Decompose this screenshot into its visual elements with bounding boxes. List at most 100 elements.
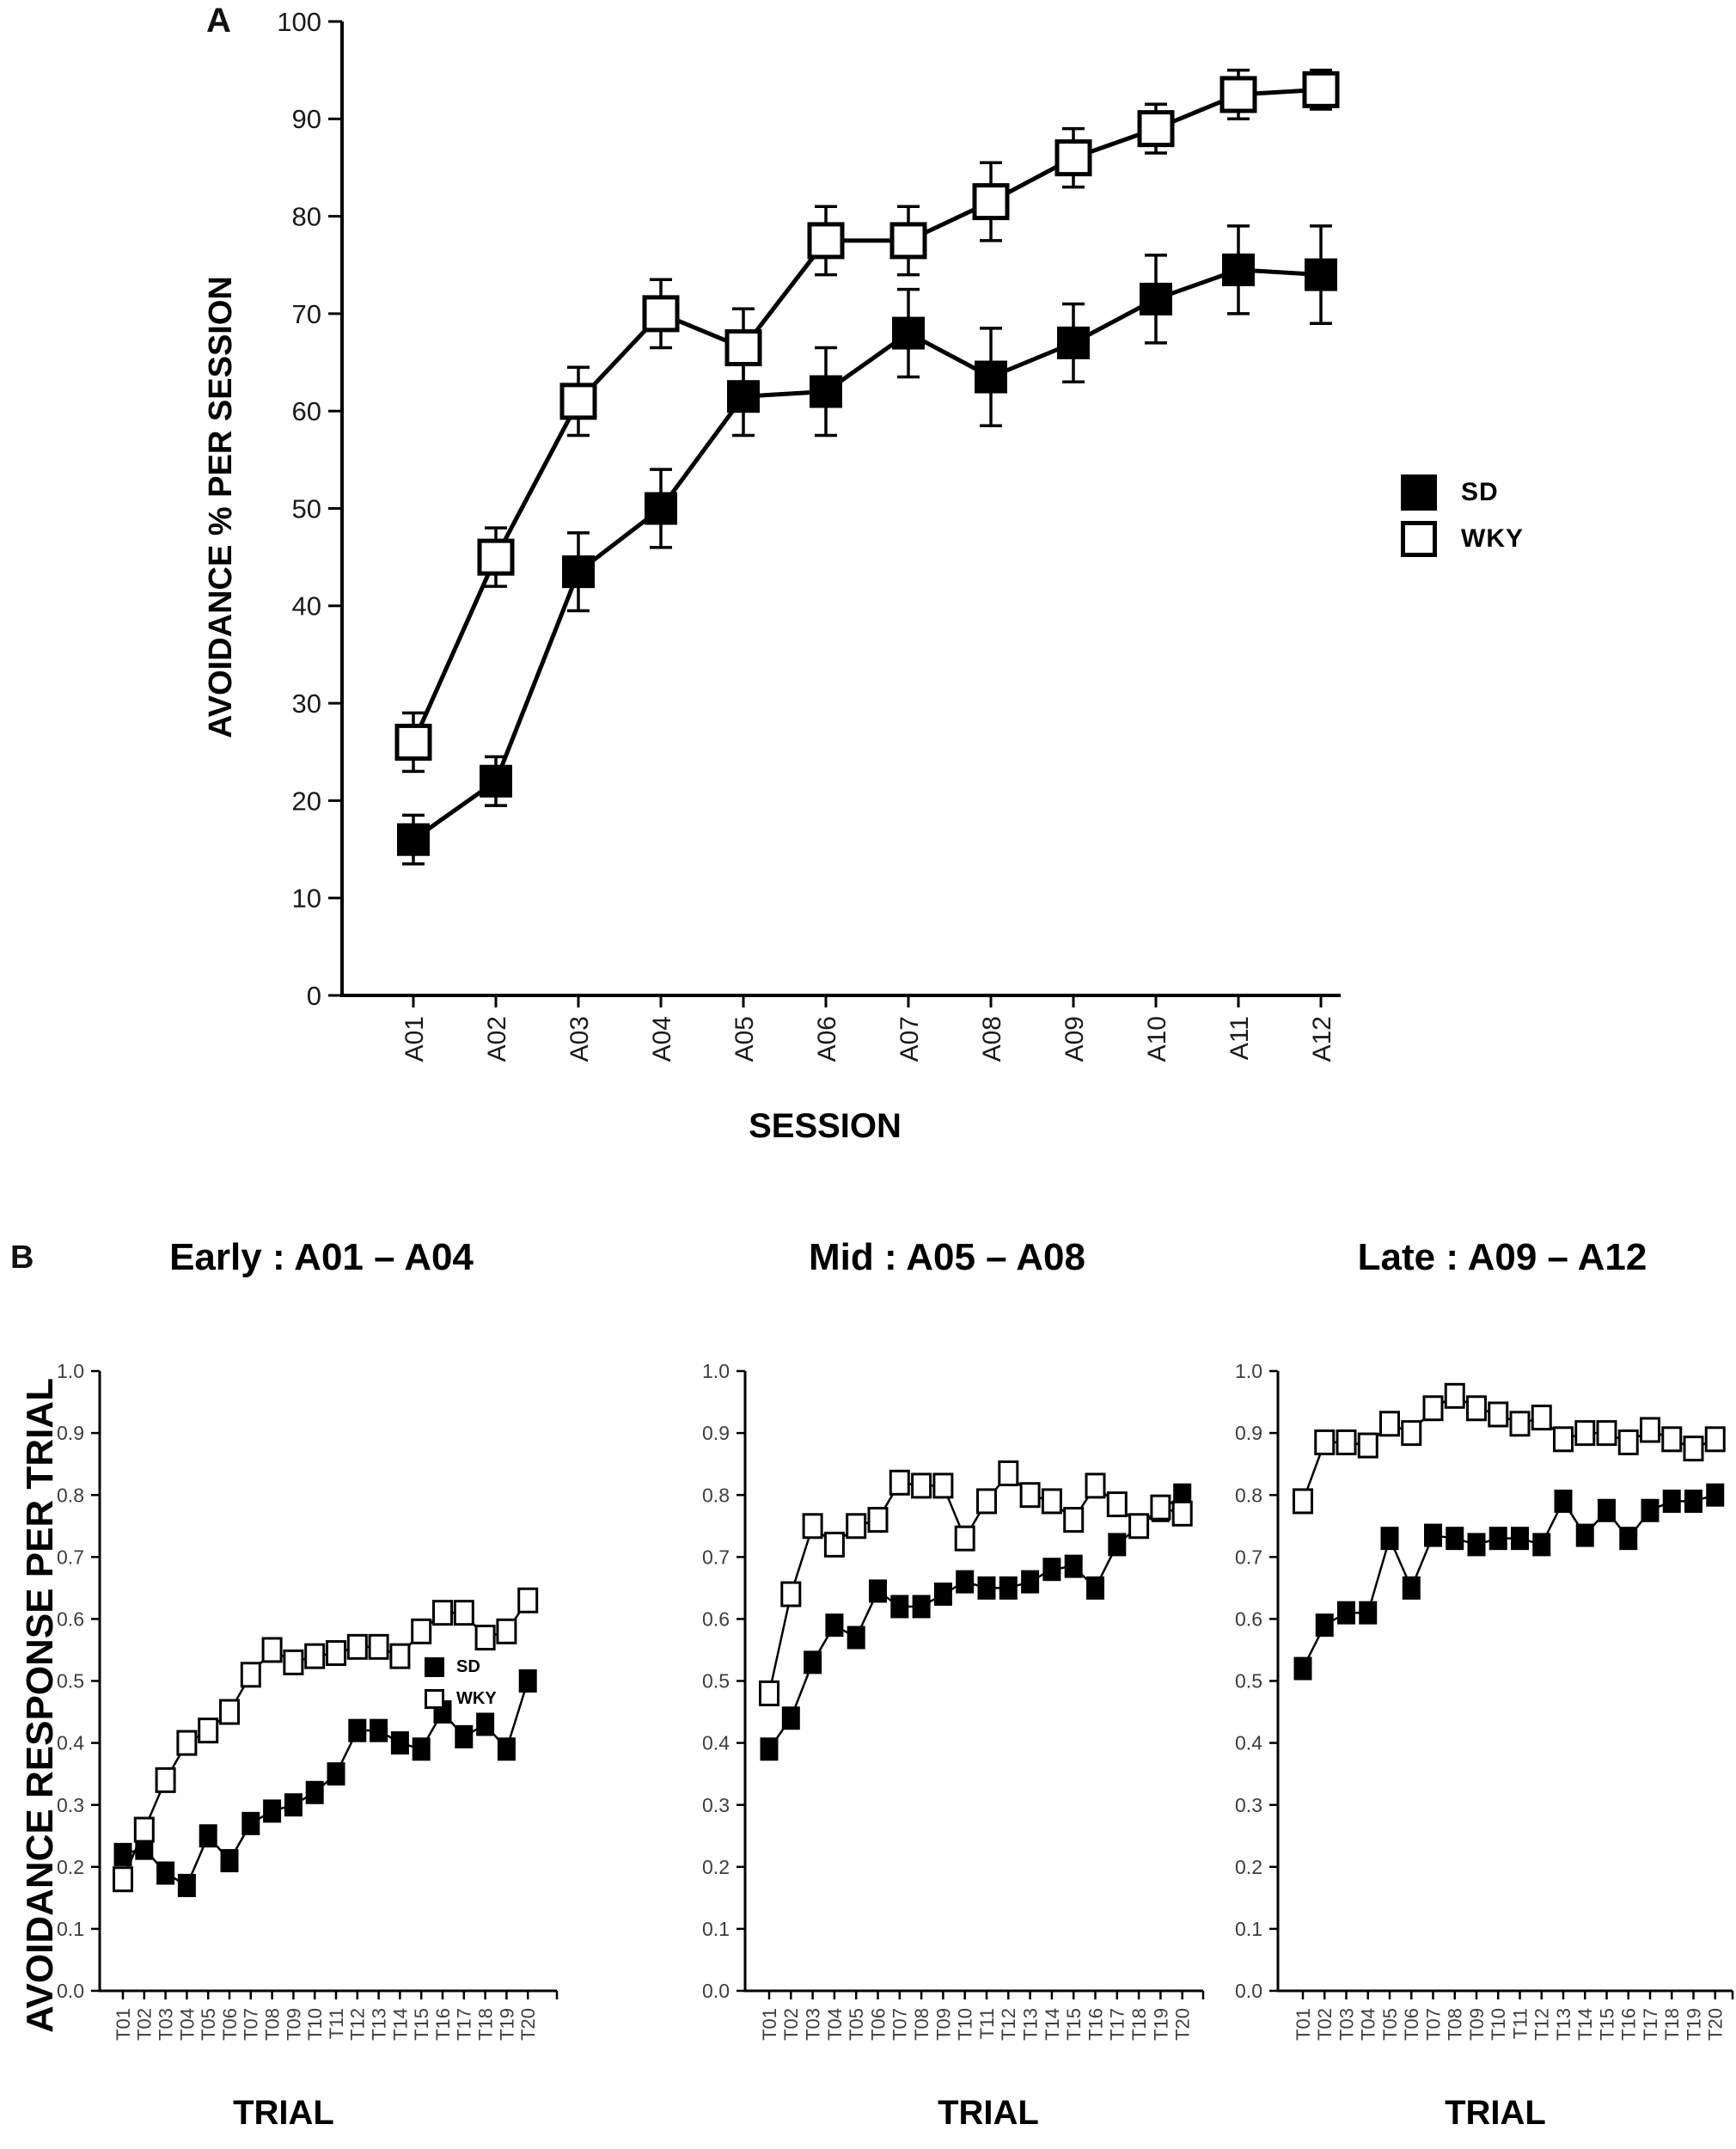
svg-text:T20: T20 xyxy=(1705,2008,1727,2041)
svg-text:0.1: 0.1 xyxy=(1235,1918,1262,1940)
panel-b-legend: SD WKY xyxy=(425,1657,497,1721)
svg-text:T08: T08 xyxy=(1445,2008,1466,2041)
svg-text:80: 80 xyxy=(292,201,321,231)
svg-text:T10: T10 xyxy=(1488,2008,1509,2041)
svg-text:T18: T18 xyxy=(475,2008,497,2041)
svg-text:0.8: 0.8 xyxy=(702,1484,730,1506)
svg-text:0.6: 0.6 xyxy=(57,1607,84,1630)
svg-text:0.3: 0.3 xyxy=(1235,1794,1262,1816)
chart-title-mid: Mid : A05 – A08 xyxy=(809,1236,1085,1278)
trial-axis-label-mid: TRIAL xyxy=(938,2094,1039,2132)
panel-b-y-axis-label: AVOIDANCE RESPONSE PER TRIAL xyxy=(19,1378,61,2033)
svg-text:0.4: 0.4 xyxy=(1235,1732,1262,1754)
panel-a-label: A xyxy=(206,2,231,40)
legend-row-sd-b: SD xyxy=(425,1657,497,1677)
svg-text:T02: T02 xyxy=(1314,2008,1336,2041)
svg-text:1.0: 1.0 xyxy=(1235,1360,1262,1382)
svg-text:T03: T03 xyxy=(156,2008,177,2041)
svg-text:A05: A05 xyxy=(730,1016,759,1062)
wky-open-square-icon xyxy=(425,1689,444,1709)
svg-text:0.6: 0.6 xyxy=(1235,1607,1262,1630)
svg-text:T17: T17 xyxy=(1107,2008,1128,2041)
legend-row-wky: WKY xyxy=(1401,521,1524,557)
svg-text:T01: T01 xyxy=(113,2008,134,2041)
svg-text:40: 40 xyxy=(292,591,321,621)
svg-text:0.7: 0.7 xyxy=(702,1546,730,1568)
svg-text:A10: A10 xyxy=(1143,1016,1171,1062)
svg-text:T12: T12 xyxy=(1531,2008,1553,2041)
svg-text:T07: T07 xyxy=(241,2008,262,2041)
svg-text:A06: A06 xyxy=(813,1016,841,1062)
svg-text:0.9: 0.9 xyxy=(702,1422,730,1444)
svg-text:T18: T18 xyxy=(1128,2008,1150,2041)
svg-text:T04: T04 xyxy=(1358,2008,1379,2041)
svg-text:T01: T01 xyxy=(1293,2008,1314,2041)
sd-filled-square-icon xyxy=(1401,474,1437,511)
svg-text:T06: T06 xyxy=(867,2008,889,2041)
chart-title-early: Early : A01 – A04 xyxy=(169,1236,474,1278)
trial-axis-label-late: TRIAL xyxy=(1445,2094,1546,2132)
svg-text:T16: T16 xyxy=(1618,2008,1640,2041)
svg-text:A04: A04 xyxy=(648,1016,676,1062)
svg-text:T13: T13 xyxy=(1020,2008,1042,2041)
svg-text:T12: T12 xyxy=(347,2008,369,2041)
svg-text:T04: T04 xyxy=(176,2008,198,2041)
svg-text:60: 60 xyxy=(292,396,321,426)
panel-b-label: B xyxy=(10,1240,34,1276)
svg-text:T09: T09 xyxy=(1466,2008,1488,2041)
svg-text:T05: T05 xyxy=(846,2008,867,2041)
svg-text:0: 0 xyxy=(307,981,321,1011)
svg-text:A11: A11 xyxy=(1226,1016,1254,1060)
svg-text:T15: T15 xyxy=(1596,2008,1617,2041)
svg-text:0.0: 0.0 xyxy=(702,1980,730,2002)
svg-text:A08: A08 xyxy=(978,1016,1006,1062)
svg-text:T07: T07 xyxy=(889,2008,911,2041)
svg-text:20: 20 xyxy=(292,786,321,816)
legend-label-wky: WKY xyxy=(1461,524,1524,553)
svg-text:0.2: 0.2 xyxy=(1235,1856,1262,1878)
svg-text:T09: T09 xyxy=(932,2008,954,2041)
svg-text:0.5: 0.5 xyxy=(57,1670,84,1693)
svg-text:30: 30 xyxy=(292,689,321,719)
svg-text:T03: T03 xyxy=(1336,2008,1357,2041)
svg-text:T11: T11 xyxy=(976,2008,998,2039)
svg-text:T19: T19 xyxy=(496,2008,517,2041)
svg-text:70: 70 xyxy=(292,299,321,329)
svg-text:T19: T19 xyxy=(1683,2008,1704,2041)
svg-text:T17: T17 xyxy=(1640,2008,1661,2041)
svg-text:T10: T10 xyxy=(304,2008,326,2041)
svg-text:0.1: 0.1 xyxy=(57,1918,84,1940)
svg-text:0.4: 0.4 xyxy=(57,1732,84,1754)
svg-text:T11: T11 xyxy=(1509,2008,1531,2039)
svg-text:T11: T11 xyxy=(326,2008,347,2039)
svg-text:T15: T15 xyxy=(411,2008,432,2041)
svg-text:T07: T07 xyxy=(1422,2008,1444,2041)
svg-text:T17: T17 xyxy=(454,2008,475,2041)
panel-a-legend: SD WKY xyxy=(1401,474,1524,567)
svg-text:T18: T18 xyxy=(1661,2008,1683,2041)
svg-text:T16: T16 xyxy=(1085,2008,1106,2041)
svg-text:T19: T19 xyxy=(1150,2008,1171,2041)
svg-text:0.1: 0.1 xyxy=(702,1918,730,1940)
svg-text:T05: T05 xyxy=(1379,2008,1401,2041)
session-axis-label: SESSION xyxy=(749,1107,902,1145)
svg-text:90: 90 xyxy=(292,104,321,134)
trial-axis-label-early: TRIAL xyxy=(233,2094,334,2132)
svg-text:1.0: 1.0 xyxy=(702,1360,730,1382)
svg-text:0.8: 0.8 xyxy=(1235,1484,1262,1506)
chart-title-late: Late : A09 – A12 xyxy=(1357,1236,1647,1278)
legend-label-sd-b: SD xyxy=(456,1657,480,1676)
svg-text:A03: A03 xyxy=(565,1016,594,1062)
svg-text:T02: T02 xyxy=(134,2008,156,2041)
svg-text:T20: T20 xyxy=(517,2008,539,2041)
svg-text:T13: T13 xyxy=(1553,2008,1574,2041)
svg-text:T14: T14 xyxy=(1574,2008,1596,2041)
svg-text:A07: A07 xyxy=(896,1016,924,1062)
svg-text:0.2: 0.2 xyxy=(702,1856,730,1878)
svg-text:T04: T04 xyxy=(824,2008,846,2041)
sd-filled-square-icon xyxy=(425,1657,444,1677)
svg-text:T06: T06 xyxy=(1401,2008,1422,2041)
svg-text:A01: A01 xyxy=(400,1016,429,1062)
